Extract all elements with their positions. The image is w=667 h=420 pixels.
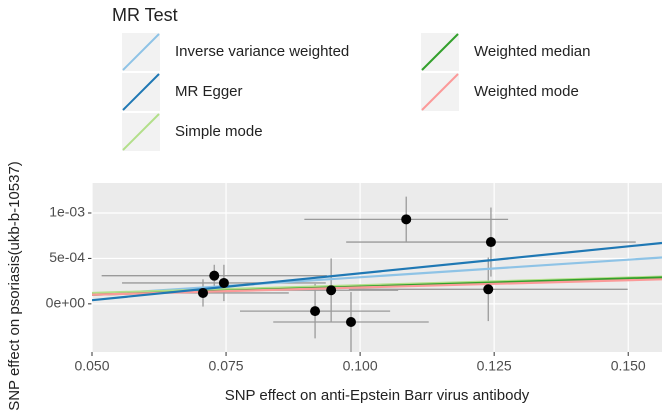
regression-line — [92, 256, 662, 296]
point — [485, 237, 496, 248]
x-tick-label: 0.125 — [477, 358, 512, 374]
legend-swatch — [122, 113, 160, 151]
point — [209, 270, 220, 281]
regression-line — [92, 241, 662, 302]
y-axis-label: SNP effect on psoriasis(ukb-b-10537) — [6, 161, 23, 411]
point — [218, 277, 229, 288]
x-tick-label: 0.100 — [343, 358, 378, 374]
point — [326, 285, 337, 296]
x-axis-label: SNP effect on anti-Epstein Barr virus an… — [225, 387, 530, 404]
legend-swatch — [421, 73, 459, 111]
x-tick-label: 0.050 — [74, 358, 109, 374]
legend-label: Weighted median — [474, 43, 590, 60]
point — [401, 214, 412, 225]
x-tick-label: 0.075 — [209, 358, 244, 374]
point — [483, 284, 494, 295]
legend-label: Inverse variance weighted — [175, 43, 349, 60]
legend-swatch — [122, 33, 160, 71]
legend-label: Simple mode — [175, 123, 263, 140]
legend-title: MR Test — [112, 5, 178, 25]
legend-swatch — [421, 33, 459, 71]
panel — [92, 183, 662, 352]
point — [310, 306, 321, 317]
y-tick-label: 0e+00 — [46, 295, 86, 311]
x-tick-label: 0.150 — [611, 358, 646, 374]
legend-label: MR Egger — [175, 83, 243, 100]
y-tick-label: 1e-03 — [49, 204, 85, 220]
point — [345, 317, 356, 328]
legend-swatch — [122, 73, 160, 111]
legend-label: Weighted mode — [474, 83, 579, 100]
point — [197, 287, 208, 298]
y-tick-label: 5e-04 — [49, 249, 85, 265]
regression-line — [92, 278, 662, 296]
